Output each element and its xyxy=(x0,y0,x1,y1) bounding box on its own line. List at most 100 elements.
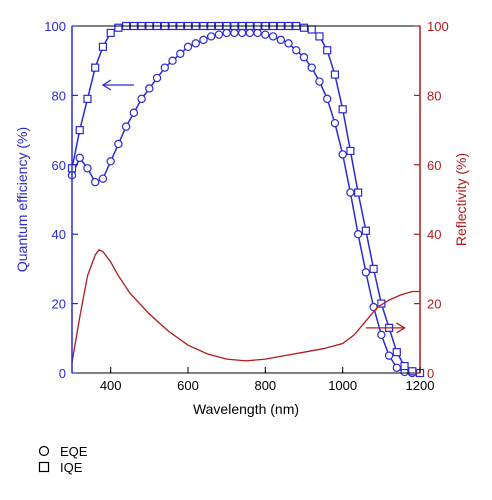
right-y-tick-label: 40 xyxy=(427,227,441,242)
iqe-point xyxy=(91,63,100,72)
left-y-axis-label: Quantum efficiency (%) xyxy=(14,127,30,272)
iqe-point xyxy=(392,348,401,357)
eqe-point xyxy=(346,188,355,197)
series-layer xyxy=(67,21,425,378)
eqe-point xyxy=(168,56,177,65)
x-tick-label: 1200 xyxy=(406,378,435,393)
eqe-point xyxy=(98,174,108,183)
eqe-point xyxy=(261,30,270,39)
legend-item-eqe: EQE xyxy=(38,444,88,459)
iqe-line xyxy=(71,25,421,374)
iqe-point xyxy=(98,42,108,51)
iqe-point xyxy=(354,188,363,197)
iqe-point xyxy=(323,46,332,55)
iqe-point xyxy=(315,32,324,41)
eqe-point xyxy=(137,94,146,104)
iqe-point xyxy=(299,23,309,32)
eqe-point xyxy=(145,84,154,93)
eqe-point xyxy=(392,363,401,372)
right-y-tick-label: 80 xyxy=(427,88,441,103)
legend: EQE IQE xyxy=(38,444,88,475)
circle-marker-icon xyxy=(38,445,50,457)
eqe-point xyxy=(276,35,285,45)
left-y-tick-label: 20 xyxy=(52,297,66,312)
eqe-point xyxy=(315,77,324,86)
eqe-point xyxy=(183,42,193,52)
arrow-head xyxy=(396,322,406,334)
iqe-point xyxy=(377,299,386,308)
eqe-point xyxy=(90,177,100,187)
right-y-tick-label: 0 xyxy=(427,366,434,381)
iqe-point xyxy=(400,361,409,371)
iqe-point xyxy=(106,28,115,38)
eqe-point xyxy=(152,73,162,83)
iqe-point xyxy=(114,23,123,32)
left-y-tick-label: 0 xyxy=(59,366,66,381)
iqe-point xyxy=(369,264,378,273)
eqe-point xyxy=(214,30,224,39)
eqe-point xyxy=(176,49,185,58)
legend-item-iqe: IQE xyxy=(38,460,83,475)
iqe-point xyxy=(346,146,355,156)
legend-label-iqe: IQE xyxy=(60,460,83,475)
reflectivity-line xyxy=(71,248,420,363)
eqe-point xyxy=(292,46,301,55)
eqe-point xyxy=(83,164,92,173)
eqe-point xyxy=(307,63,316,72)
left-y-tick-label: 80 xyxy=(52,88,66,103)
square-marker-icon xyxy=(38,461,50,473)
x-axis: 400 600 800 1000 1200 xyxy=(100,367,435,393)
iqe-point xyxy=(75,125,84,135)
eqe-point xyxy=(353,229,363,239)
arrow-left-icon xyxy=(101,79,134,91)
right-y-axis-label: Reflectivity (%) xyxy=(453,153,469,246)
eqe-point xyxy=(377,330,386,340)
eqe-point xyxy=(361,268,371,277)
eqe-point xyxy=(222,28,231,38)
right-y-tick-label: 20 xyxy=(427,297,441,312)
left-y-axis: 0 20 40 60 80 100 xyxy=(44,19,78,381)
eqe-point xyxy=(237,28,247,38)
eqe-point xyxy=(199,35,208,45)
eqe-point xyxy=(106,157,115,166)
x-axis-label: Wavelength (nm) xyxy=(193,401,299,417)
eqe-point xyxy=(338,150,347,159)
plot-frame xyxy=(71,25,421,374)
eqe-line xyxy=(71,32,420,374)
left-y-tick-label: 60 xyxy=(52,158,66,173)
iqe-point xyxy=(361,226,370,235)
eqe-point xyxy=(299,53,309,62)
left-y-tick-label: 40 xyxy=(52,227,66,242)
arrow-head xyxy=(101,79,112,91)
eqe-point xyxy=(191,39,200,48)
iqe-point xyxy=(408,367,417,376)
right-y-tick-label: 100 xyxy=(427,19,449,34)
arrow-right-icon xyxy=(365,322,406,334)
annotation-layer xyxy=(101,79,406,334)
eqe-point xyxy=(230,28,239,38)
eqe-point xyxy=(245,28,255,38)
eqe-point xyxy=(284,39,293,48)
eqe-point xyxy=(114,139,123,149)
eqe-point xyxy=(206,32,216,41)
x-tick-label: 1000 xyxy=(328,378,357,393)
iqe-point xyxy=(83,94,92,103)
right-y-tick-label: 60 xyxy=(427,158,441,173)
eqe-point xyxy=(268,32,278,41)
iqe-point xyxy=(307,25,316,34)
legend-label-eqe: EQE xyxy=(60,444,88,459)
eqe-point xyxy=(384,351,394,360)
iqe-point xyxy=(330,70,340,79)
right-y-axis: 0 20 40 60 80 100 xyxy=(414,19,449,381)
eqe-point xyxy=(121,122,131,131)
x-tick-label: 800 xyxy=(254,378,276,393)
eqe-point xyxy=(253,28,262,38)
eqe-point xyxy=(75,153,84,163)
eqe-point xyxy=(160,63,169,72)
iqe-point xyxy=(338,105,347,114)
eqe-point xyxy=(129,108,139,117)
left-y-tick-label: 100 xyxy=(44,19,66,34)
eqe-point xyxy=(323,94,332,104)
eqe-point xyxy=(330,118,340,128)
